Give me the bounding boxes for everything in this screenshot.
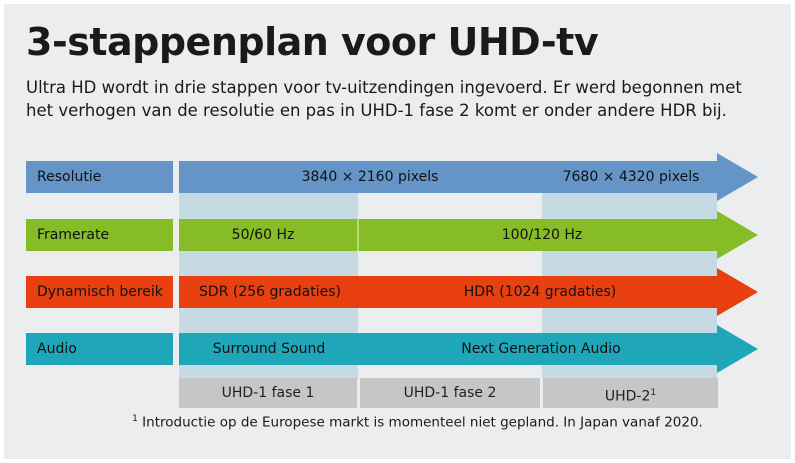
arrow-head — [717, 268, 758, 316]
bereik-arrow — [179, 276, 717, 308]
segment-label: HDR (1024 gradaties) — [463, 284, 617, 300]
segment-divider — [357, 219, 359, 251]
footnote: 1 Introductie op de Europese markt is mo… — [0, 414, 795, 431]
intro-text: Ultra HD wordt in drie stappen voor tv-u… — [26, 78, 742, 120]
row-label-resolutie: Resolutie — [26, 161, 173, 193]
segment-label: 7680 × 4320 pixels — [562, 169, 700, 185]
row-label-dynamisch-bereik: Dynamisch bereik — [26, 276, 173, 308]
resolutie-arrow — [179, 161, 717, 193]
framerate-arrow — [179, 219, 717, 251]
page-title: 3-stappenplan voor UHD-tv — [26, 20, 599, 64]
segment-label: Surround Sound — [212, 341, 326, 357]
segment-label: 3840 × 2160 pixels — [301, 169, 439, 185]
arrow-head — [717, 211, 758, 259]
phase-label: UHD-2 — [604, 388, 651, 405]
phase-uhd1-fase1: UHD-1 fase 1 — [179, 378, 357, 408]
arrow-head — [717, 153, 758, 201]
audio-arrow — [179, 333, 717, 365]
footnote-mark: 1 — [650, 388, 657, 398]
footnote-mark: 1 — [132, 414, 138, 424]
row-label-framerate: Framerate — [26, 219, 173, 251]
phase-uhd2: UHD-21 — [543, 378, 718, 408]
arrow-head — [717, 325, 758, 373]
row-label-audio: Audio — [26, 333, 173, 365]
segment-label: Next Generation Audio — [461, 341, 621, 357]
segment-label: 50/60 Hz — [231, 227, 295, 243]
footnote-text: Introductie op de Europese markt is mome… — [142, 414, 703, 431]
phase-uhd1-fase2: UHD-1 fase 2 — [360, 378, 540, 408]
segment-label: SDR (256 gradaties) — [199, 284, 341, 300]
segment-label: 100/120 Hz — [501, 227, 583, 243]
